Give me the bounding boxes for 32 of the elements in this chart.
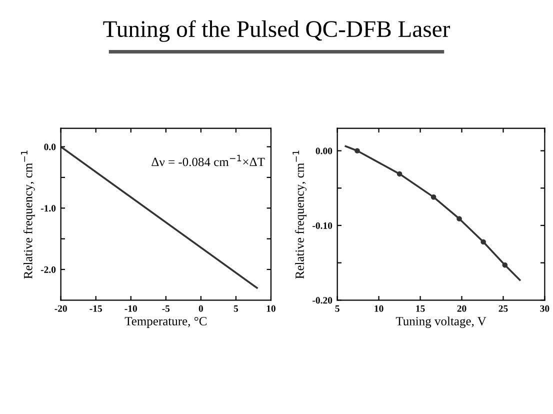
x-tick-label: 10 [266,305,276,312]
x-tick-label: 10 [374,305,384,312]
y-tick-label: -1.0 [40,205,56,212]
x-axis-title: Tuning voltage, V [396,316,486,328]
y-tick-label: 0.00 [316,148,332,154]
x-tick-label: 15 [416,305,425,312]
point [456,216,462,222]
x-tick-label: 25 [498,305,508,312]
point [396,171,402,177]
y-tick-label: -2.0 [40,266,56,273]
y-tick-label: -0.20 [312,297,332,304]
x-tick-label: -15 [90,305,102,312]
x-axis-title: Temperature, °C [124,316,206,328]
y-axis-title: Relative frequency, cm$^{−1}$ [292,150,307,279]
chart-title: Tuning of the Pulsed QC-DFB Laser [103,20,450,42]
y-axis-title: Relative frequency, cm$^{−1}$ [21,150,35,279]
x-tick-label: -5 [162,305,170,312]
x-tick-label: -10 [124,305,137,312]
x-tick-label: -20 [54,305,67,312]
x-tick-label: 5 [335,305,340,312]
line-series [344,145,521,281]
x-tick-label: 0 [198,305,203,312]
x-tick-label: 5 [234,305,238,312]
annotation: Δν = -0.084 cm$^{−1}$×ΔT [152,154,265,166]
point [502,262,508,268]
point [354,148,360,154]
x-tick-label: 20 [457,305,466,312]
y-tick-label: -0.10 [312,222,332,229]
point [480,239,486,245]
x-tick-label: 30 [540,305,550,312]
y-tick-label: 0.0 [44,144,56,150]
point [430,194,436,200]
